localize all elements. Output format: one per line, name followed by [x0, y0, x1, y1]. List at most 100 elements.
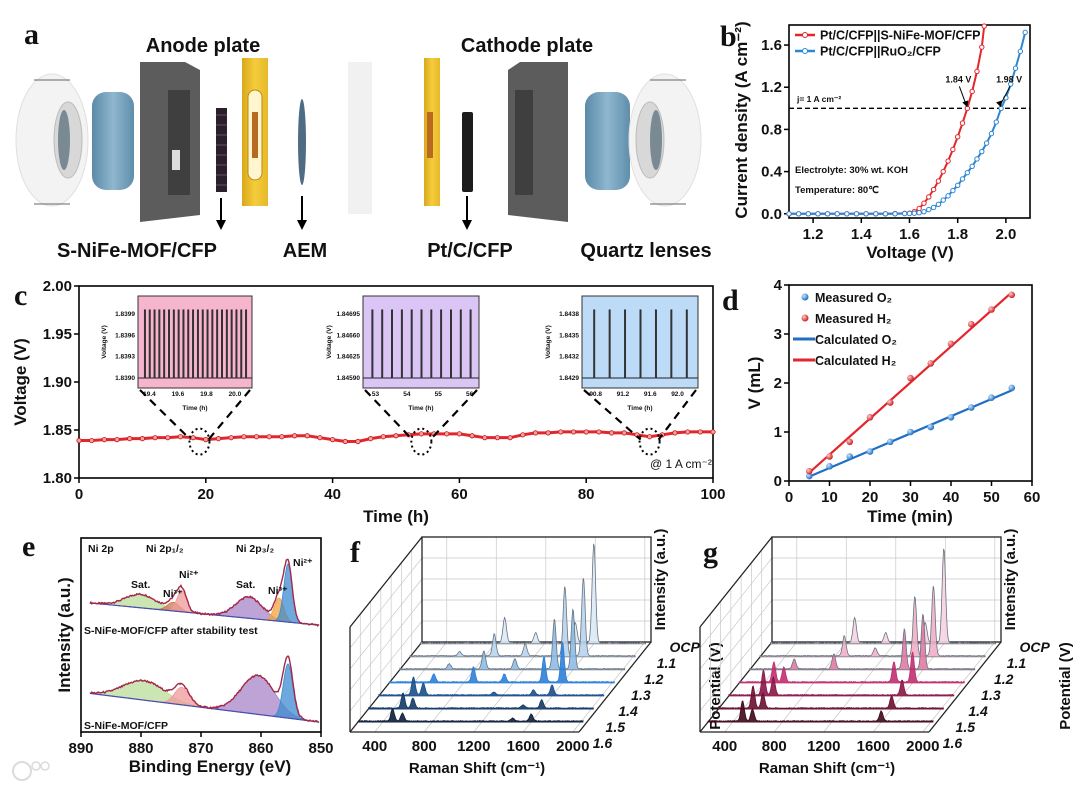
- data-point: [228, 435, 234, 441]
- x-tick-label: 20: [862, 489, 879, 506]
- panel-letter-a: a: [24, 18, 39, 51]
- data-point: [558, 429, 564, 435]
- peak-label: Ni³⁺: [163, 588, 183, 600]
- x-axis-title: Time (h): [363, 507, 429, 526]
- data-point: [418, 431, 424, 437]
- current-density-annotation: @ 1 A cm⁻²: [650, 457, 712, 471]
- raman-spectrum: [420, 543, 647, 645]
- voltage-annotation: 1.84 V: [945, 74, 971, 84]
- panel-b-polarization-curve: b Voltage (V) Current density (A cm⁻²) 1…: [720, 20, 1031, 262]
- y-tick-label: 0.0: [761, 206, 782, 223]
- inset-x-axis-title: Time (h): [182, 405, 207, 412]
- data-point: [570, 429, 577, 435]
- data-point: [710, 429, 716, 435]
- data-point: [139, 436, 145, 442]
- legend-label: Measured O₂: [815, 291, 892, 305]
- panel-letter-d: d: [722, 284, 739, 317]
- zoom-region-circle: [638, 427, 661, 456]
- raman-spectrum: [707, 700, 934, 723]
- raman-spectrum: [378, 676, 605, 697]
- legend-marker: [802, 48, 808, 54]
- inset-chart: 1.8390 1.8393 1.8396 1.8399 19.4 19.6 19.8 20.0…: [101, 295, 253, 456]
- panel-letter-c: c: [14, 279, 27, 312]
- y-axis-title: V (mL): [745, 357, 764, 410]
- x-tick-label: 100: [700, 486, 725, 503]
- x-tick-label: 1.4: [851, 226, 873, 243]
- y-axis-title: Current density (A cm⁻²): [732, 21, 751, 218]
- data-point: [279, 434, 285, 440]
- y-tick-label: 0.8: [761, 121, 782, 138]
- watermark-logo: [12, 761, 50, 781]
- reference-line-label: j= 1 A cm⁻²: [796, 94, 841, 104]
- data-point: [967, 404, 975, 411]
- x-tick-label: 30: [902, 489, 919, 506]
- data-point: [955, 134, 961, 140]
- inset-y-tick-label: 1.8435: [559, 332, 579, 339]
- y-tick-label: 2: [774, 375, 782, 392]
- x-tick-label: 10: [821, 489, 838, 506]
- arrow-down-icon: [297, 196, 307, 230]
- data-point: [646, 434, 653, 440]
- inset-chart: 1.8429 1.8432 1.8435 1.8438 90.8 91.2 91.6 92.0…: [545, 295, 699, 456]
- z-axis-title: Potential (V): [1057, 642, 1074, 730]
- data-point: [969, 163, 975, 170]
- data-point: [672, 430, 678, 436]
- box-edge: [578, 641, 652, 733]
- data-point: [844, 211, 850, 217]
- data-point: [824, 211, 831, 217]
- voltage-annotation: 1.98 V: [996, 74, 1022, 84]
- data-point: [981, 23, 987, 29]
- panel-letter-f: f: [350, 536, 361, 569]
- cathode-end-plate: [508, 62, 568, 222]
- data-point: [926, 194, 932, 200]
- data-point: [266, 434, 272, 440]
- orbital-label: Ni 2p₁/₂: [146, 543, 184, 555]
- data-point: [241, 434, 247, 440]
- peak-label: Sat.: [236, 579, 255, 591]
- inset-y-tick-label: 1.8438: [559, 311, 579, 318]
- label-pt-c-cfp: Pt/C/CFP: [427, 240, 513, 262]
- data-point: [930, 204, 937, 211]
- data-point: [165, 435, 171, 441]
- spectrum-envelope: [89, 655, 320, 724]
- left-blue-quartz-lens: [92, 92, 134, 190]
- s-nife-mof-cfp-electrode: [216, 108, 227, 192]
- data-point: [846, 453, 854, 460]
- calculated-line: [808, 291, 1013, 474]
- data-point: [1017, 48, 1024, 55]
- data-point: [380, 434, 386, 440]
- x-tick-label: 0: [75, 486, 83, 503]
- data-point: [988, 394, 995, 402]
- inset-x-axis-title: Time (h): [627, 405, 652, 412]
- x-tick-label: 400: [712, 738, 737, 755]
- data-point: [456, 431, 462, 437]
- x-axis-title: Raman Shift (cm⁻¹): [409, 760, 545, 777]
- legend-label: Pt/C/CFP||S-NiFe-MOF/CFP: [820, 29, 980, 43]
- left-quartz-lens-housing: [15, 73, 89, 207]
- data-point: [697, 429, 703, 435]
- cathode-plate-title: Cathode plate: [461, 35, 593, 57]
- data-point: [834, 211, 840, 217]
- x-tick-label: 1200: [457, 738, 490, 755]
- back-wall: [421, 536, 652, 643]
- arrow-down-icon: [462, 196, 472, 230]
- data-point: [911, 210, 918, 216]
- x-tick-label: 400: [362, 738, 387, 755]
- peak-label: Ni²⁺: [293, 557, 313, 569]
- anode-plate-title: Anode plate: [146, 35, 260, 57]
- data-point: [621, 430, 627, 436]
- potential-tick-label: 1.6: [593, 735, 613, 751]
- inset-voltage-trace: [138, 309, 252, 379]
- inset-x-tick-label: 92.0: [671, 391, 684, 398]
- anode-end-plate: [140, 62, 200, 222]
- y-tick-label: 0: [774, 473, 782, 490]
- y-tick-label: 4: [774, 277, 783, 294]
- x-tick-label: 880: [128, 740, 153, 757]
- raman-spectrum: [409, 578, 636, 658]
- inset-voltage-trace: [582, 309, 698, 379]
- data-point: [964, 169, 971, 176]
- background-line: [89, 692, 320, 723]
- x-tick-label: 1.8: [947, 226, 968, 243]
- grid-line: [699, 557, 773, 649]
